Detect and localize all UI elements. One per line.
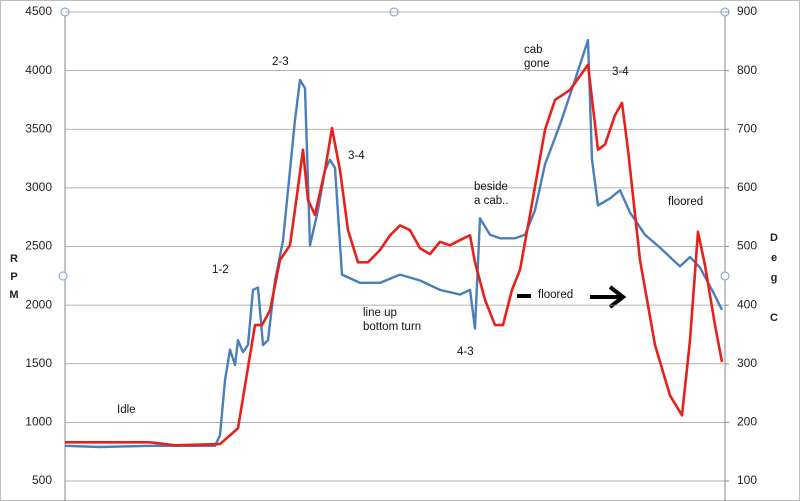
annotation: floored — [538, 289, 573, 301]
annotation: floored — [668, 196, 703, 208]
y-tick-label: 3000 — [25, 180, 52, 194]
annotation: line up — [363, 307, 397, 319]
y-tick-label: 4000 — [25, 63, 52, 77]
annotation: bottom turn — [363, 321, 421, 333]
annotation: gone — [524, 58, 550, 70]
y-axis-label: RPM — [8, 253, 20, 307]
y-tick-label: 3500 — [25, 121, 52, 135]
y2-tick-label: 700 — [737, 121, 757, 135]
y-tick-label: 4500 — [25, 4, 52, 18]
y2-tick-label: 200 — [737, 415, 757, 429]
y2-axis-label: Deg C — [768, 232, 780, 332]
annotation: 3-4 — [612, 66, 629, 78]
arrow — [590, 285, 627, 309]
annotation: 4-3 — [457, 346, 474, 358]
annotation: Idle — [117, 404, 136, 416]
annotation: 3-4 — [348, 150, 365, 162]
y2-tick-label: 400 — [737, 297, 757, 311]
y2-tick-label: 800 — [737, 63, 757, 77]
series-line — [65, 63, 724, 447]
series-line — [64, 38, 724, 449]
annotation: 2-3 — [272, 56, 289, 68]
y-tick-label: 2500 — [25, 239, 52, 253]
y-tick-label: 1000 — [25, 415, 52, 429]
annotation: 1-2 — [212, 264, 229, 276]
y2-tick-label: 100 — [737, 473, 757, 487]
y2-tick-label: 500 — [737, 239, 757, 253]
y2-tick-label: 900 — [737, 4, 757, 18]
y-tick-label: 500 — [32, 473, 52, 487]
y-tick-label: 1500 — [25, 356, 52, 370]
annotation: cab — [524, 44, 543, 56]
annotation: a cab.. — [474, 195, 509, 207]
y2-tick-label: 300 — [737, 356, 757, 370]
annotation: beside — [474, 181, 508, 193]
y2-tick-label: 600 — [737, 180, 757, 194]
y-tick-label: 2000 — [25, 297, 52, 311]
